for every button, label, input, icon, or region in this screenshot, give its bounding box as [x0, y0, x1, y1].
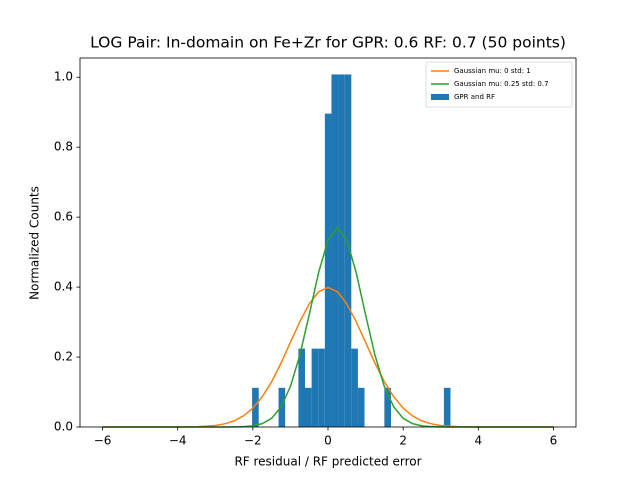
histogram-bar [252, 387, 259, 427]
x-tick-label: −6 [94, 434, 112, 448]
y-axis-label: Normalized Counts [28, 186, 42, 300]
histogram-bar [344, 74, 352, 427]
histogram-bar [443, 387, 451, 427]
histogram-bar [311, 348, 319, 427]
legend-label: GPR and RF [454, 93, 495, 101]
legend-label: Gaussian mu: 0.25 std: 0.7 [454, 80, 549, 88]
histogram-bar [324, 113, 332, 428]
x-tick-label: 2 [399, 434, 407, 448]
x-tick-label: 0 [324, 434, 332, 448]
histogram-bar [384, 387, 391, 427]
y-tick-label: 0.2 [54, 350, 73, 364]
y-tick-label: 0.0 [54, 420, 73, 434]
y-tick-label: 1.0 [54, 70, 73, 84]
histogram-bar [305, 387, 312, 427]
chart-title: LOG Pair: In-domain on Fe+Zr for GPR: 0.… [90, 34, 566, 52]
y-tick-label: 0.8 [54, 140, 73, 154]
legend-label: Gaussian mu: 0 std: 1 [454, 67, 531, 75]
x-tick-label: 6 [550, 434, 558, 448]
gaussian-line [102, 286, 554, 428]
x-axis-label: RF residual / RF predicted error [234, 455, 421, 469]
histogram-bar [298, 348, 306, 427]
y-tick-label: 0.4 [54, 280, 73, 294]
y-tick-label: 0.6 [54, 210, 73, 224]
histogram-bar [331, 74, 339, 427]
legend-swatch [431, 94, 449, 100]
legend-box [425, 61, 573, 108]
x-tick-label: −4 [169, 434, 187, 448]
histogram-bar [338, 74, 345, 427]
histogram-bar [357, 387, 365, 427]
histogram-bar [351, 348, 358, 427]
histogram-bar [278, 387, 286, 427]
x-tick-label: −2 [244, 434, 262, 448]
histogram-bar [318, 348, 325, 427]
x-tick-label: 4 [474, 434, 482, 448]
